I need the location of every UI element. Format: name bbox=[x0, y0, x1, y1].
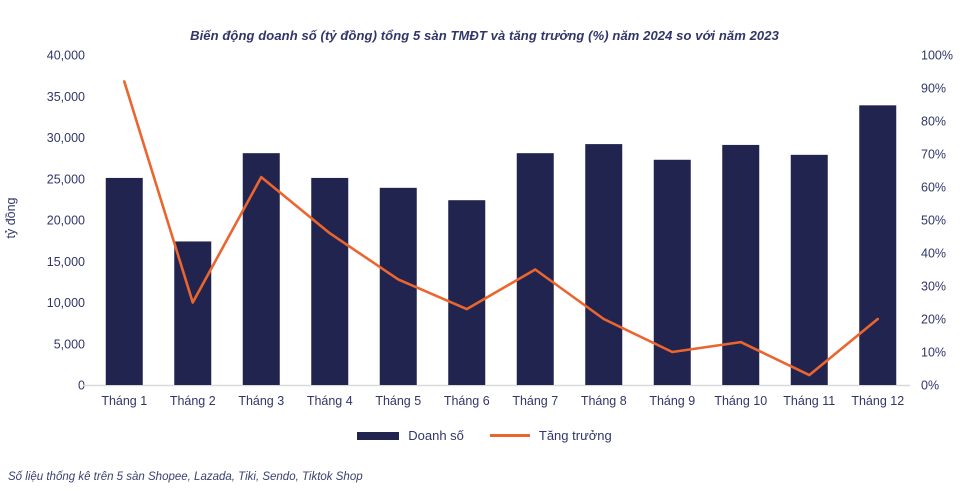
x-axis-tick-label: Tháng 2 bbox=[170, 394, 216, 408]
source-note: Số liệu thống kê trên 5 sàn Shopee, Laza… bbox=[8, 471, 363, 483]
legend-label-doanh-so: Doanh số bbox=[408, 428, 464, 443]
right-axis-tick-label: 90% bbox=[921, 82, 946, 96]
left-axis-tick-label: 15,000 bbox=[47, 255, 85, 269]
right-axis-tick-label: 20% bbox=[921, 313, 946, 327]
doanh-so-bar-4[interactable] bbox=[311, 177, 349, 385]
x-axis-tick-label: Tháng 7 bbox=[512, 394, 558, 408]
legend-item-tang-truong[interactable]: Tăng trưởng bbox=[489, 428, 612, 443]
right-axis-tick-label: 70% bbox=[921, 148, 946, 162]
right-axis-tick-label: 50% bbox=[921, 214, 946, 228]
left-axis-title: tỷ đồng bbox=[4, 197, 18, 238]
left-axis-tick-label: 35,000 bbox=[47, 90, 85, 104]
left-axis-tick-label: 25,000 bbox=[47, 172, 85, 186]
x-axis-tick-label: Tháng 10 bbox=[714, 394, 767, 408]
legend-item-doanh-so[interactable]: Doanh số bbox=[357, 428, 464, 443]
x-axis-tick-label: Tháng 4 bbox=[307, 394, 353, 408]
doanh-so-bar-6[interactable] bbox=[448, 200, 486, 385]
left-axis-tick-label: 10,000 bbox=[47, 296, 85, 310]
left-axis-tick-label: 20,000 bbox=[47, 214, 85, 228]
right-axis-tick-label: 10% bbox=[921, 346, 946, 360]
doanh-so-bar-1[interactable] bbox=[105, 177, 143, 385]
x-axis-tick-label: Tháng 9 bbox=[649, 394, 695, 408]
right-axis-tick-label: 80% bbox=[921, 115, 946, 129]
x-axis-tick-label: Tháng 6 bbox=[444, 394, 490, 408]
right-axis-tick-label: 60% bbox=[921, 181, 946, 195]
legend: Doanh số Tăng trưởng bbox=[0, 428, 969, 443]
x-axis-tick-label: Tháng 12 bbox=[851, 394, 904, 408]
left-axis-tick-label: 30,000 bbox=[47, 131, 85, 145]
tang-truong-line[interactable] bbox=[122, 80, 880, 377]
x-axis-tick-label: Tháng 1 bbox=[101, 394, 147, 408]
right-axis-tick-label: 30% bbox=[921, 280, 946, 294]
doanh-so-bar-8[interactable] bbox=[585, 144, 623, 385]
left-axis-tick-label: 40,000 bbox=[47, 49, 85, 63]
x-axis-tick-label: Tháng 5 bbox=[375, 394, 421, 408]
x-axis-tick-label: Tháng 8 bbox=[581, 394, 627, 408]
tang-truong-swatch-icon bbox=[489, 434, 530, 437]
doanh-so-bar-3[interactable] bbox=[242, 153, 280, 385]
x-axis-tick-label: Tháng 11 bbox=[783, 394, 835, 408]
left-axis-tick-label: 5,000 bbox=[54, 337, 85, 351]
doanh-so-bar-12[interactable] bbox=[859, 105, 897, 385]
doanh-so-bar-11[interactable] bbox=[790, 154, 828, 385]
doanh-so-swatch-icon bbox=[357, 431, 400, 440]
right-axis-tick-label: 100% bbox=[921, 49, 953, 63]
chart-title: Biến động doanh số (tỷ đồng) tổng 5 sàn … bbox=[190, 28, 779, 43]
doanh-so-bar-5[interactable] bbox=[379, 187, 417, 385]
right-axis-tick-label: 0% bbox=[921, 379, 939, 393]
plot-area: 0 5,000 10,000 15,000 20,000 25,000 30,000 35,0… bbox=[4, 49, 953, 409]
x-axis-tick-label: Tháng 3 bbox=[238, 394, 284, 408]
left-axis-tick-label: 0 bbox=[78, 379, 85, 393]
right-axis-tick-label: 40% bbox=[921, 247, 946, 261]
legend-label-tang-truong: Tăng trưởng bbox=[538, 428, 612, 443]
